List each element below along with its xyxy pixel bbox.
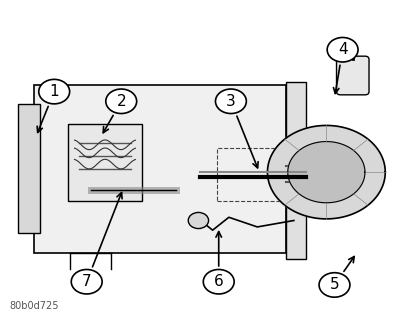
Circle shape [319, 273, 350, 297]
Circle shape [106, 89, 137, 113]
Text: 4: 4 [338, 42, 347, 57]
Text: 1: 1 [49, 84, 59, 99]
Polygon shape [288, 142, 365, 203]
Circle shape [216, 89, 246, 113]
Circle shape [327, 37, 358, 62]
Text: 7: 7 [82, 274, 92, 289]
Circle shape [188, 213, 209, 228]
FancyBboxPatch shape [68, 124, 142, 201]
FancyBboxPatch shape [337, 56, 369, 95]
Circle shape [71, 269, 102, 294]
Polygon shape [267, 125, 385, 219]
FancyBboxPatch shape [286, 82, 306, 259]
FancyBboxPatch shape [34, 85, 286, 253]
Text: 3: 3 [226, 94, 236, 109]
Text: 2: 2 [117, 94, 126, 109]
Circle shape [39, 79, 70, 104]
Text: 6: 6 [214, 274, 224, 289]
FancyBboxPatch shape [18, 105, 40, 233]
Text: 80b0d725: 80b0d725 [9, 301, 59, 311]
Text: 5: 5 [330, 278, 339, 292]
Circle shape [203, 269, 234, 294]
